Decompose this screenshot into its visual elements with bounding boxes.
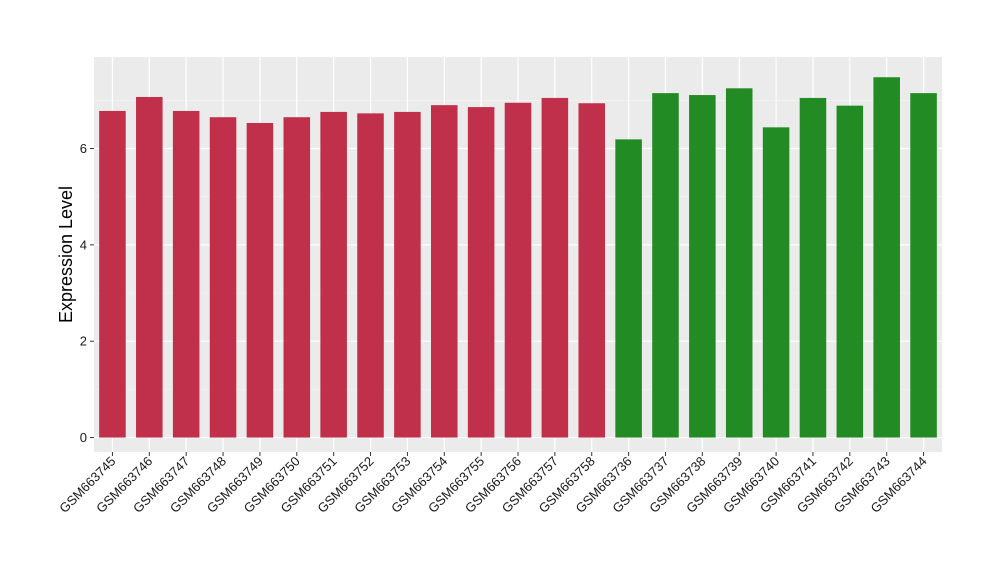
y-tick-label: 2 [80,334,87,349]
bar [430,105,458,438]
bar [615,139,642,438]
bar [504,102,532,438]
bar [283,117,311,438]
y-tick-label: 6 [80,141,87,156]
bar [836,105,864,438]
bar [99,110,126,438]
x-axis: GSM663745GSM663746GSM663747GSM663748GSM6… [56,452,930,516]
bar [541,97,569,438]
bar [873,77,900,438]
bars [99,77,937,438]
bar [467,107,495,438]
bar [689,95,716,438]
bar [725,88,753,438]
bar [578,103,606,438]
bar [357,113,384,438]
y-tick-label: 0 [80,430,87,445]
bar [172,110,200,438]
y-axis: 0 2 4 6 [80,141,94,445]
bar [246,122,274,438]
bar [394,111,421,438]
y-tick-label: 4 [80,237,87,252]
bar [762,127,790,438]
bar [320,111,347,438]
bar [209,117,237,438]
bar [136,96,163,438]
bar [652,93,679,438]
y-axis-title: Expression Level [56,186,76,323]
bar [910,93,937,438]
bar [799,97,827,438]
